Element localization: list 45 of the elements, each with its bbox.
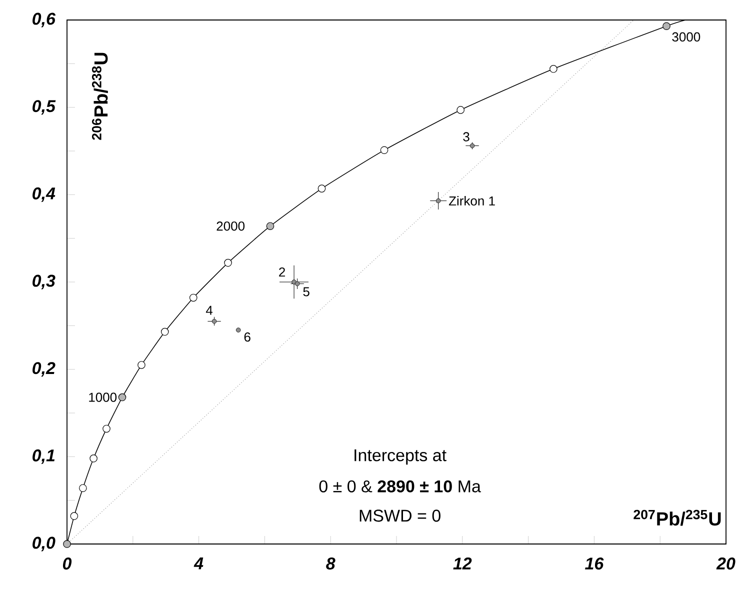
point [90,454,98,462]
annotation: 0 ± 0 & 2890 ± 10 Ma [319,480,481,492]
x-tick-label: 4 [194,558,204,570]
point [70,512,78,520]
y-tick-label: 0,3 [32,274,56,290]
x-tick-label: 16 [585,558,604,570]
point [662,22,670,30]
annotation: 5 [303,287,310,296]
point [138,361,146,369]
annotation: 3000 [672,32,700,42]
point [266,222,274,230]
y-tick-label: 0,2 [32,362,56,377]
annotation: 3 [463,132,470,142]
y-axis-title: $^{206}$Pb/$^{238}$U [92,52,108,140]
annotation: 4 [206,306,213,315]
annotation: MSWD = 0 [360,510,440,522]
x-tick-label: 12 [453,558,472,570]
point [294,281,300,286]
x-axis-title: $^{207}$Pb/$^{235}$U [634,510,721,526]
x-tick-label: 8 [326,558,336,570]
x-tick-label: 20 [716,558,736,570]
point [79,484,87,492]
point [189,294,198,302]
y-tick-label: 0,1 [32,449,55,464]
point [63,540,71,548]
point [380,146,388,154]
annotation: 2000 [216,222,245,231]
point [118,393,126,402]
point [160,328,169,336]
annotation: 2 [279,267,285,277]
point [102,424,110,433]
y-tick-label: 0,6 [32,12,56,28]
point [224,258,232,267]
y-tick-label: 0,5 [32,100,56,115]
x-tick-label: 0 [62,558,72,570]
y-tick-label: 0,4 [32,187,56,202]
point [436,198,441,204]
annotation: Zirkon 1 [448,196,495,206]
point [550,65,558,73]
y-tick-label: 0,0 [32,536,56,552]
annotation: 6 [244,332,250,342]
annotation: 1000 [89,392,117,402]
point [318,184,326,192]
point [456,106,464,114]
annotation: Intercepts at [354,449,446,465]
